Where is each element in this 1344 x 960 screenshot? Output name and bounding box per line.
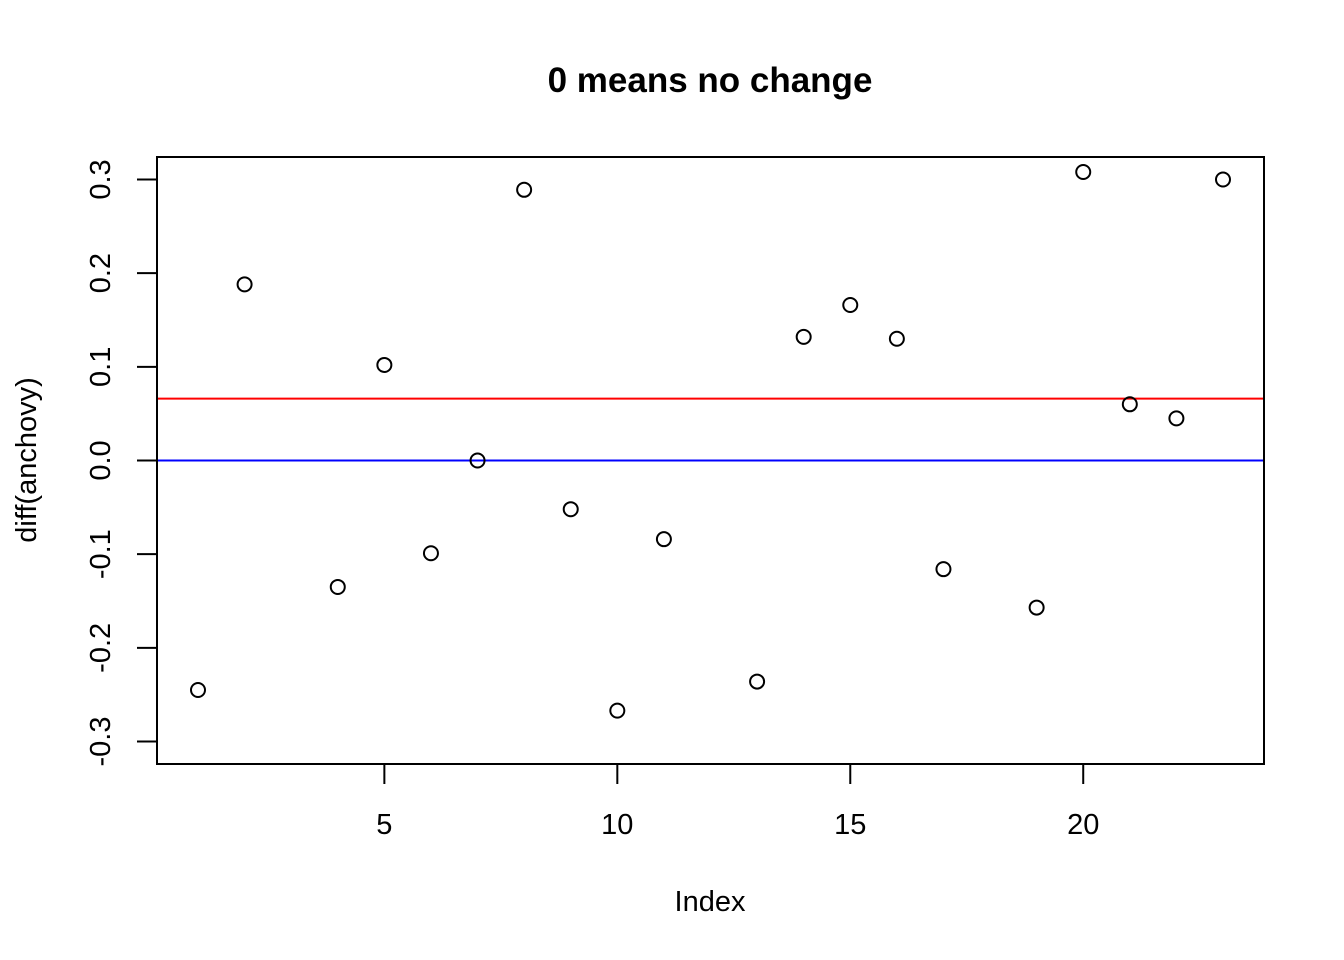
y-tick-label: -0.2 — [85, 623, 117, 673]
y-tick-label: -0.3 — [85, 717, 117, 767]
data-point — [562, 501, 579, 518]
x-axis: 5 10 15 20 — [376, 763, 1099, 841]
data-point — [190, 681, 206, 698]
y-axis: -0.3 -0.2 -0.1 0.0 0.1 0.2 0.3 — [85, 159, 158, 767]
x-tick-label: 15 — [834, 809, 866, 841]
y-tick-label: 0.3 — [85, 159, 117, 199]
data-point — [1028, 599, 1045, 616]
x-axis-title: Index — [675, 886, 746, 918]
y-tick-label: 0.2 — [85, 253, 117, 293]
data-point — [1121, 396, 1138, 413]
x-tick-label: 10 — [601, 809, 633, 841]
data-point — [376, 356, 393, 373]
data-point — [1168, 410, 1185, 427]
data-point — [1075, 163, 1092, 180]
data-point — [516, 181, 533, 198]
y-tick-label: 0.0 — [85, 440, 117, 480]
chart-title: 0 means no change — [548, 61, 873, 100]
x-tick-label: 5 — [376, 809, 392, 841]
data-point — [888, 330, 905, 347]
data-point — [1215, 171, 1231, 188]
data-point — [236, 276, 253, 293]
data-point — [935, 561, 952, 578]
data-point — [842, 297, 859, 314]
y-tick-label: -0.1 — [85, 529, 117, 579]
data-point — [749, 673, 766, 690]
data-point — [329, 578, 346, 595]
data-points — [190, 163, 1231, 719]
y-tick-label: 0.1 — [85, 347, 117, 387]
x-tick-label: 20 — [1067, 809, 1099, 841]
y-axis-title: diff(anchovy) — [11, 377, 43, 543]
reference-lines — [158, 397, 1263, 462]
data-point — [795, 328, 812, 345]
data-point — [655, 531, 672, 548]
data-point — [469, 452, 486, 469]
data-point — [609, 702, 626, 719]
data-point — [422, 545, 439, 562]
